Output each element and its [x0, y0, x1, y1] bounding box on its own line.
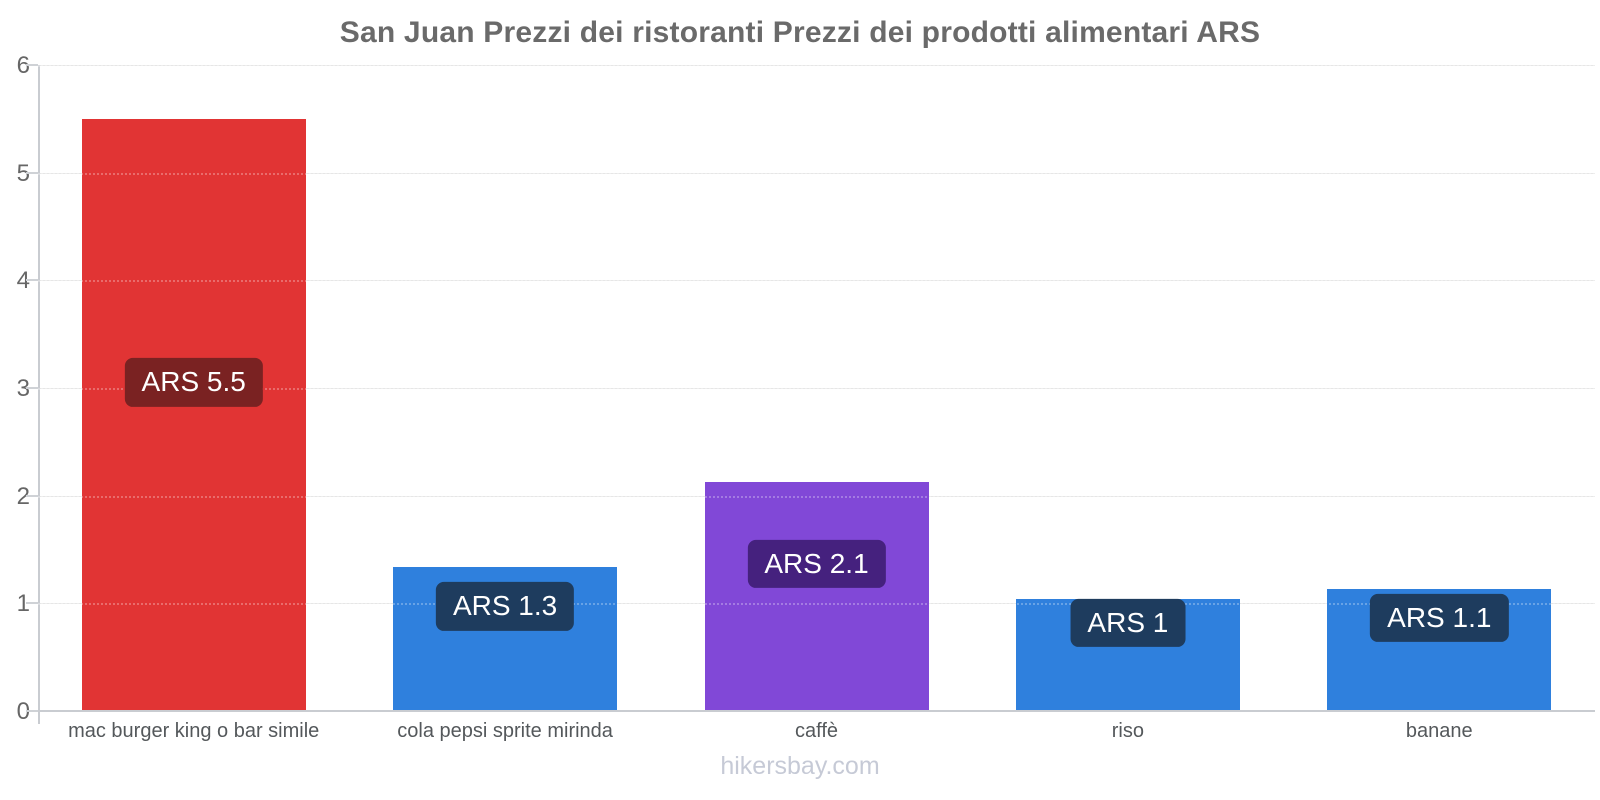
data-label-badge-4: ARS 1: [1070, 598, 1186, 647]
y-axis-label-1: 1: [16, 590, 30, 618]
gridline-overlay-y5: [38, 172, 1595, 175]
data-label-badge-3: ARS 2.1: [747, 539, 886, 588]
x-axis-label-4: riso: [1111, 720, 1145, 742]
data-label-badge-5: ARS 1.1: [1370, 593, 1509, 642]
x-axis-label-2: cola pepsi sprite mirinda: [397, 720, 613, 742]
x-axis-label-5: banane: [1405, 720, 1473, 742]
x-axis-label-1: mac burger king o bar simile: [68, 720, 320, 742]
y-axis-label-0: 0: [16, 698, 30, 725]
x-axis-line: [38, 710, 1595, 712]
gridline-y3: [38, 388, 1595, 389]
gridline-y4: [38, 280, 1595, 282]
y-axis-tick-4: [26, 279, 38, 282]
y-axis-label-6: 6: [16, 52, 30, 79]
gridline-y5: [38, 172, 1595, 174]
bar-mac-burger-king-o-bar-simile[interactable]: [81, 118, 306, 710]
gridline-overlay-y2: [38, 495, 1595, 498]
y-axis-tick-6: [26, 64, 38, 66]
gridline-y6: [38, 65, 1595, 66]
gridline-overlay-y1: [38, 603, 1595, 606]
y-axis-tick-5: [26, 171, 38, 174]
gridline-overlay-y3: [38, 388, 1595, 390]
data-label-badge-1: ARS 5.5: [124, 358, 263, 407]
y-axis-label-2: 2: [16, 482, 30, 510]
data-label-badge-2: ARS 1.3: [435, 582, 575, 631]
footer-watermark-link[interactable]: hikersbay.com: [720, 752, 880, 780]
y-axis-tick-3: [26, 387, 38, 389]
gridline-overlay-y4: [38, 280, 1595, 283]
y-axis-label-5: 5: [16, 159, 30, 187]
y-axis-label-4: 4: [16, 267, 30, 295]
y-axis-tick-0: [26, 710, 38, 712]
y-axis-tick-1: [26, 602, 38, 605]
x-axis-label-3: caffè: [795, 720, 838, 742]
y-axis-label-3: 3: [16, 375, 30, 402]
y-axis-tick-2: [26, 494, 38, 497]
gridline-overlay-y6: [38, 65, 1595, 67]
bar-caffè[interactable]: [704, 481, 929, 710]
chart-title: San Juan Prezzi dei ristoranti Prezzi de…: [339, 16, 1261, 49]
y-axis-line: [38, 65, 40, 724]
